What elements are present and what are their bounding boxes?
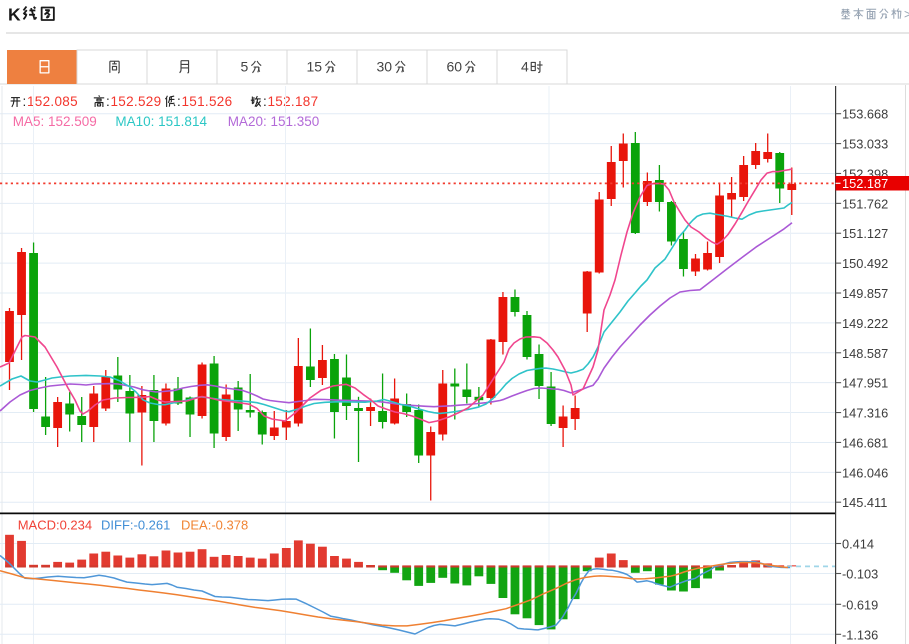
svg-text:30: 30 (377, 59, 393, 75)
svg-text:151.127: 151.127 (842, 226, 888, 241)
svg-text::: : (23, 94, 27, 109)
svg-text:5: 5 (241, 59, 249, 75)
svg-text:>: > (904, 8, 909, 22)
svg-text:152.085: 152.085 (27, 94, 78, 109)
svg-text:153.033: 153.033 (842, 137, 888, 152)
svg-text:152.187: 152.187 (842, 176, 888, 191)
svg-text:152.187: 152.187 (268, 94, 319, 109)
svg-text:153.668: 153.668 (842, 107, 888, 122)
svg-text:MACD:0.234: MACD:0.234 (18, 518, 92, 533)
svg-text:4: 4 (521, 59, 529, 75)
svg-text:147.951: 147.951 (842, 376, 888, 391)
svg-text:-0.619: -0.619 (842, 597, 878, 612)
svg-text:149.857: 149.857 (842, 286, 888, 301)
svg-text:146.046: 146.046 (842, 465, 888, 480)
svg-text:MA10: 151.814: MA10: 151.814 (115, 114, 207, 129)
svg-text:148.587: 148.587 (842, 346, 888, 361)
svg-text:-0.103: -0.103 (842, 567, 878, 582)
svg-text:MA5: 152.509: MA5: 152.509 (13, 114, 97, 129)
svg-text:150.492: 150.492 (842, 256, 888, 271)
svg-text:MA20: 151.350: MA20: 151.350 (228, 114, 320, 129)
svg-text:60: 60 (447, 59, 463, 75)
svg-text:146.681: 146.681 (842, 435, 888, 450)
svg-text:151.526: 151.526 (182, 94, 233, 109)
svg-text::: : (106, 94, 110, 109)
svg-text:15: 15 (307, 59, 323, 75)
svg-text:-1.136: -1.136 (842, 627, 878, 642)
svg-text:0.414: 0.414 (842, 537, 874, 552)
svg-text::: : (177, 94, 181, 109)
svg-text:152.529: 152.529 (111, 94, 162, 109)
svg-text:DEA:-0.378: DEA:-0.378 (181, 518, 248, 533)
svg-text:151.762: 151.762 (842, 196, 888, 211)
svg-text:K: K (8, 5, 21, 25)
svg-text:145.411: 145.411 (842, 495, 887, 510)
svg-text:149.222: 149.222 (842, 316, 888, 331)
svg-text::: : (263, 94, 267, 109)
svg-text:DIFF:-0.261: DIFF:-0.261 (101, 518, 170, 533)
svg-text:147.316: 147.316 (842, 406, 888, 421)
